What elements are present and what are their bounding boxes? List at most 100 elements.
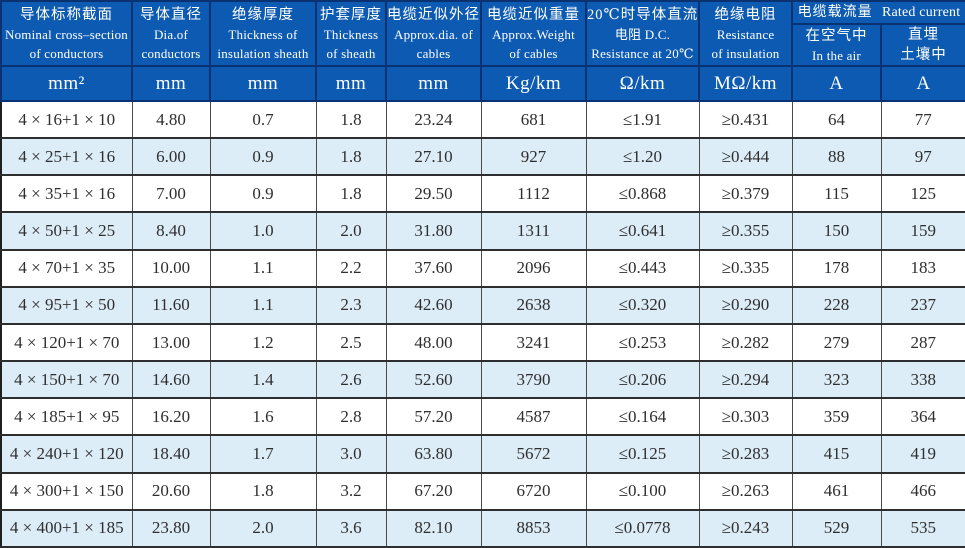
cell-r6-c8: ≥0.290 [698, 285, 793, 325]
unit-mm: mm [385, 65, 482, 102]
table-row: 4 × 50+1 × 25 8.40 1.0 2.0 31.80 1311 ≤0.641 ≥0… [0, 211, 965, 251]
cell-r9-c7: ≤0.164 [585, 397, 700, 437]
col-header-approx-weight: 电缆近似重量 Approx.Weight of cables [480, 0, 587, 67]
cell-r7-c4: 2.5 [315, 322, 387, 363]
header-en: conductors [141, 45, 201, 61]
cell-r12-c6: 8853 [480, 508, 587, 548]
unit-mm: mm [209, 65, 317, 102]
cell-r11-c4: 3.2 [315, 471, 387, 511]
cell-r12-c10: 535 [880, 508, 965, 548]
col-header-approx-diameter: 电缆近似外径 Approx.dia. of cables [385, 0, 482, 67]
cell-r3-c9: 115 [791, 174, 882, 214]
cell-r8-c8: ≥0.294 [698, 360, 793, 400]
cell-r6-c10: 237 [880, 285, 965, 325]
header-row-sub: 在空气中 In the air 直埋 土壤中 [1, 23, 965, 67]
header-zh: 电缆近似外径 [387, 6, 480, 23]
cell-r6-c6: 2638 [480, 285, 587, 325]
table-row: 4 × 185+1 × 95 16.20 1.6 2.8 57.20 4587 ≤0.164… [0, 397, 965, 437]
cell-r6-c3: 1.1 [209, 285, 317, 325]
table-row: 4 × 120+1 × 70 13.00 1.2 2.5 48.00 3241 ≤0.253… [0, 322, 965, 363]
cell-r7-c10: 287 [880, 322, 965, 363]
cell-r11-c2: 20.60 [131, 471, 211, 511]
cell-r1-c10: 77 [880, 99, 965, 140]
cell-r3-c2: 7.00 [131, 174, 211, 214]
cell-r4-c1: 4 × 50+1 × 25 [0, 211, 133, 251]
cell-r12-c3: 2.0 [209, 508, 317, 548]
cell-r7-c7: ≤0.253 [585, 322, 700, 363]
col-header-dc-resistance: 20℃时导体直流 电阻 D.C. Resistance at 20℃ [585, 0, 700, 67]
header-en: Resistance at 20℃ [591, 45, 694, 61]
cell-r4-c10: 159 [880, 211, 965, 251]
cell-r1-c2: 4.80 [131, 99, 211, 140]
cell-r4-c7: ≤0.641 [585, 211, 700, 251]
table-row: 4 × 25+1 × 16 6.00 0.9 1.8 27.10 927 ≤1.20 ≥0.4… [0, 137, 965, 177]
header-zh: 绝缘厚度 [232, 6, 294, 23]
col-header-insulation-resistance: 绝缘电阻 Resistance of insulation [698, 0, 793, 67]
cell-r4-c9: 150 [791, 211, 882, 251]
header-zh: 导体直径 [140, 6, 202, 23]
col-header-insulation-thickness: 绝缘厚度 Thickness of insulation sheath [209, 0, 317, 67]
cell-r2-c1: 4 × 25+1 × 16 [0, 137, 133, 177]
col-header-conductor-diameter: 导体直径 Dia.of conductors [131, 0, 211, 67]
unit-mohm-km: MΩ/km [698, 65, 793, 102]
cell-r2-c7: ≤1.20 [585, 137, 700, 177]
cell-r1-c6: 681 [480, 99, 587, 140]
cell-r9-c2: 16.20 [131, 397, 211, 437]
cell-r2-c9: 88 [791, 137, 882, 177]
cell-r9-c8: ≥0.303 [698, 397, 793, 437]
table-row: 4 × 35+1 × 16 7.00 0.9 1.8 29.50 1112 ≤0.868 ≥0… [0, 174, 965, 214]
cell-r7-c6: 3241 [480, 322, 587, 363]
header-zh: 导体标称截面 [20, 6, 113, 23]
table-row: 4 × 70+1 × 35 10.00 1.1 2.2 37.60 2096 ≤0.443 ≥… [0, 248, 965, 288]
cell-r10-c10: 419 [880, 434, 965, 474]
header-zh: 护套厚度 [320, 6, 382, 23]
table-row: 4 × 400+1 × 185 23.80 2.0 3.6 82.10 8853 ≤0.07… [0, 508, 965, 548]
header-en: Rated current [881, 5, 961, 20]
cell-r5-c4: 2.2 [315, 248, 387, 288]
unit-amp: A [791, 65, 882, 102]
cell-r5-c1: 4 × 70+1 × 35 [0, 248, 133, 288]
cell-r2-c5: 27.10 [385, 137, 482, 177]
cell-r2-c2: 6.00 [131, 137, 211, 177]
cell-r12-c8: ≥0.243 [698, 508, 793, 548]
table-row: 4 × 300+1 × 150 20.60 1.8 3.2 67.20 6720 ≤0.10… [0, 471, 965, 511]
cell-r4-c6: 1311 [480, 211, 587, 251]
cell-r10-c4: 3.0 [315, 434, 387, 474]
cell-r4-c2: 8.40 [131, 211, 211, 251]
header-en: Nominal cross–section [5, 26, 128, 42]
header-row-top: 导体标称截面 Nominal cross–section of conducto… [0, 0, 965, 67]
table-row: 4 × 95+1 × 50 11.60 1.1 2.3 42.60 2638 ≤0.320 ≥… [0, 285, 965, 325]
cell-r6-c7: ≤0.320 [585, 285, 700, 325]
cell-r1-c4: 1.8 [315, 99, 387, 140]
cell-r11-c6: 6720 [480, 471, 587, 511]
unit-mm: mm [131, 65, 211, 102]
cell-r3-c4: 1.8 [315, 174, 387, 214]
table-row: 4 × 16+1 × 10 4.80 0.7 1.8 23.24 681 ≤1.91 ≥0.4… [0, 99, 965, 140]
cell-r6-c4: 2.3 [315, 285, 387, 325]
cell-r8-c3: 1.4 [209, 360, 317, 400]
cell-r6-c1: 4 × 95+1 × 50 [0, 285, 133, 325]
cell-r3-c7: ≤0.868 [585, 174, 700, 214]
cell-r5-c5: 37.60 [385, 248, 482, 288]
header-zh: 电缆近似重量 [487, 6, 580, 23]
cell-r12-c9: 529 [791, 508, 882, 548]
cell-r5-c8: ≥0.335 [698, 248, 793, 288]
cell-r8-c5: 52.60 [385, 360, 482, 400]
header-en: of conductors [29, 45, 104, 61]
cell-r10-c5: 63.80 [385, 434, 482, 474]
cell-r5-c10: 183 [880, 248, 965, 288]
cell-r8-c4: 2.6 [315, 360, 387, 400]
unit-kg-km: Kg/km [480, 65, 587, 102]
cell-r11-c7: ≤0.100 [585, 471, 700, 511]
header-zh: 土壤中 [900, 47, 947, 63]
col-header-rated-current-group: 电缆载流量 Rated current [791, 0, 965, 25]
cell-r9-c10: 364 [880, 397, 965, 437]
cell-r7-c2: 13.00 [131, 322, 211, 363]
header-en: Resistance [716, 26, 775, 42]
cell-r7-c5: 48.00 [385, 322, 482, 363]
unit-mm: mm [315, 65, 387, 102]
cell-r10-c3: 1.7 [209, 434, 317, 474]
cell-r2-c6: 927 [480, 137, 587, 177]
cell-r1-c5: 23.24 [385, 99, 482, 140]
cell-r3-c1: 4 × 35+1 × 16 [0, 174, 133, 214]
